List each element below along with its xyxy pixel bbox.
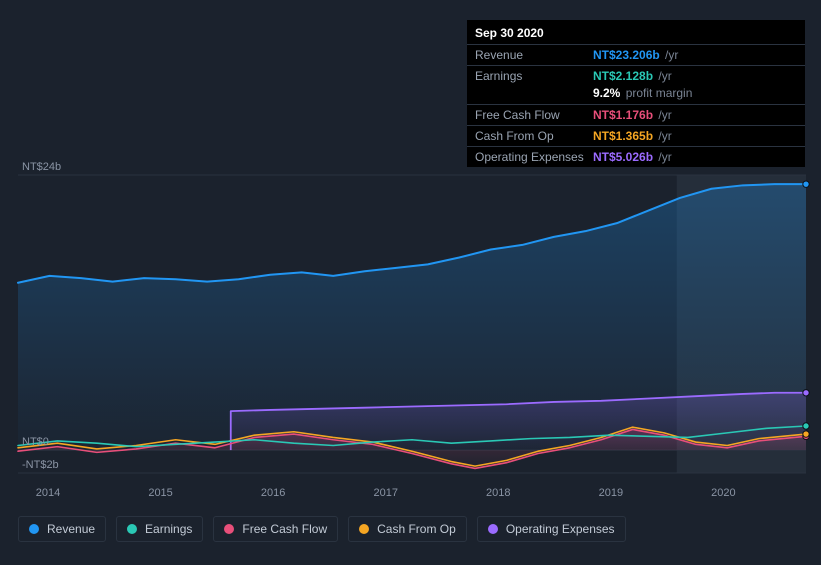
legend-swatch-icon xyxy=(224,524,234,534)
x-axis-label: 2014 xyxy=(36,487,60,499)
tooltip-row-label: Cash From Op xyxy=(475,128,593,144)
legend-item[interactable]: Cash From Op xyxy=(348,516,467,542)
legend-label: Earnings xyxy=(145,522,192,536)
legend-swatch-icon xyxy=(127,524,137,534)
x-axis-label: 2016 xyxy=(261,487,285,499)
legend-label: Cash From Op xyxy=(377,522,456,536)
legend-swatch-icon xyxy=(29,524,39,534)
legend: Revenue Earnings Free Cash Flow Cash From O… xyxy=(18,516,626,542)
tooltip-row-value: NT$2.128b /yr xyxy=(593,68,672,84)
tooltip-row-value: NT$23.206b /yr xyxy=(593,47,678,63)
legend-label: Operating Expenses xyxy=(506,522,615,536)
tooltip-row-sub: 9.2% profit margin xyxy=(585,86,805,104)
tooltip-row-label: Operating Expenses xyxy=(475,149,593,165)
legend-label: Revenue xyxy=(47,522,95,536)
x-axis-label: 2020 xyxy=(711,487,735,499)
legend-item[interactable]: Operating Expenses xyxy=(477,516,626,542)
y-axis-label: NT$0 xyxy=(22,436,49,448)
tooltip-row: RevenueNT$23.206b /yr xyxy=(467,44,805,65)
tooltip-panel: Sep 30 2020 RevenueNT$23.206b /yrEarning… xyxy=(467,20,805,167)
x-axis-label: 2019 xyxy=(599,487,623,499)
legend-label: Free Cash Flow xyxy=(242,522,327,536)
x-axis-label: 2018 xyxy=(486,487,510,499)
y-axis-label: -NT$2b xyxy=(22,459,59,471)
tooltip-row: EarningsNT$2.128b /yr xyxy=(467,65,805,86)
tooltip-row-value: NT$1.365b /yr xyxy=(593,128,672,144)
x-axis-label: 2015 xyxy=(148,487,172,499)
tooltip-row-label: Free Cash Flow xyxy=(475,107,593,123)
legend-swatch-icon xyxy=(359,524,369,534)
legend-swatch-icon xyxy=(488,524,498,534)
tooltip-row-value: NT$1.176b /yr xyxy=(593,107,672,123)
legend-item[interactable]: Free Cash Flow xyxy=(213,516,338,542)
legend-item[interactable]: Revenue xyxy=(18,516,106,542)
tooltip-row-label: Revenue xyxy=(475,47,593,63)
y-axis-label: NT$24b xyxy=(22,161,61,173)
tooltip-row: Cash From OpNT$1.365b /yr xyxy=(467,125,805,146)
tooltip-date: Sep 30 2020 xyxy=(467,20,805,44)
tooltip-row-value: NT$5.026b /yr xyxy=(593,149,672,165)
tooltip-row: Operating ExpensesNT$5.026b /yr xyxy=(467,146,805,167)
tooltip-rows: RevenueNT$23.206b /yrEarningsNT$2.128b /… xyxy=(467,44,805,167)
x-axis-label: 2017 xyxy=(373,487,397,499)
legend-item[interactable]: Earnings xyxy=(116,516,203,542)
tooltip-row-label: Earnings xyxy=(475,68,593,84)
tooltip-row: Free Cash FlowNT$1.176b /yr xyxy=(467,104,805,125)
